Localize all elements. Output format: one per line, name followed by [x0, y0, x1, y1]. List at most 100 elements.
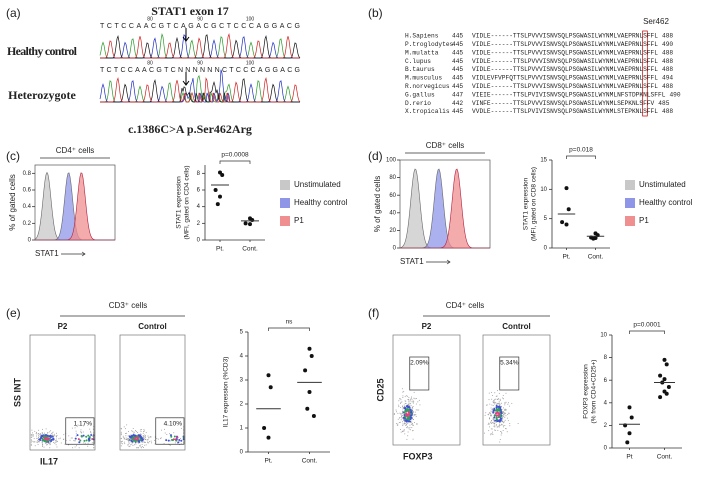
event-dot — [411, 427, 413, 429]
event-dot — [487, 423, 489, 425]
event-dot — [35, 435, 37, 437]
event-dot — [494, 392, 496, 394]
event-dot — [50, 441, 52, 443]
event-dot — [43, 435, 46, 438]
x-tick-label: Cont. — [242, 246, 258, 253]
event-dot — [141, 429, 143, 431]
end: 494 — [662, 75, 673, 82]
event-dot — [407, 403, 409, 405]
event-dot — [38, 438, 41, 441]
event-dot — [120, 441, 122, 443]
data-point — [564, 186, 569, 191]
event-dot — [404, 415, 407, 418]
event-dot — [409, 400, 411, 402]
event-dot — [499, 421, 501, 423]
event-dot — [55, 439, 57, 441]
sequence: VINFE------TTSLPVVVISNVSQLPSGWASILWYNMLS… — [472, 100, 655, 107]
event-dot — [494, 422, 496, 424]
event-dot — [144, 441, 146, 443]
event-dot — [148, 437, 150, 439]
start: 445 — [452, 49, 463, 56]
event-dot — [504, 404, 506, 406]
event-dot — [492, 408, 494, 410]
event-dot — [139, 429, 141, 431]
event-dot — [415, 403, 417, 405]
event-dot — [400, 419, 402, 421]
event-dot — [507, 403, 509, 405]
sequence: VVDLE------TTSLPVIVISNVSQLPSGWASILWYNMLS… — [472, 108, 658, 115]
event-dot — [499, 417, 502, 420]
event-dot — [120, 438, 122, 440]
event-dot — [413, 400, 415, 402]
event-dot — [125, 435, 127, 437]
event-dot — [402, 423, 404, 425]
event-dot — [85, 439, 88, 442]
event-dot — [405, 419, 408, 422]
y-tick-label: 0.8 — [23, 171, 32, 177]
event-dot — [502, 416, 504, 418]
event-dot — [415, 415, 417, 417]
event-dot — [174, 442, 176, 444]
event-dot — [400, 413, 402, 415]
gate-label: 5.34% — [500, 360, 519, 367]
event-dot — [397, 423, 399, 425]
event-dot — [139, 435, 142, 438]
data-point — [666, 384, 671, 389]
event-dot — [498, 405, 501, 408]
sequence: VIDLE------TTSLPVVVISNVSQLPSGWASILWYNMLV… — [472, 41, 658, 48]
event-dot — [49, 431, 51, 433]
event-dot — [169, 434, 172, 437]
event-dot — [143, 430, 145, 432]
event-dot — [122, 443, 124, 445]
event-dot — [490, 414, 492, 416]
event-dot — [178, 438, 181, 441]
event-dot — [45, 428, 47, 430]
event-dot — [91, 442, 93, 444]
event-dot — [404, 396, 406, 398]
event-dot — [135, 443, 137, 445]
event-dot — [412, 411, 414, 413]
event-dot — [409, 416, 412, 419]
event-dot — [397, 424, 399, 426]
event-dot — [502, 412, 504, 414]
position-label: 80 — [147, 16, 153, 22]
event-dot — [489, 413, 491, 415]
event-dot — [400, 401, 402, 403]
event-dot — [124, 433, 126, 435]
event-dot — [498, 402, 500, 404]
event-dot — [156, 437, 158, 439]
event-dot — [408, 398, 410, 400]
event-dot — [140, 444, 142, 446]
event-dot — [68, 444, 70, 446]
group-title: CD3⁺ cells — [109, 301, 147, 310]
event-dot — [401, 401, 403, 403]
event-dot — [127, 435, 129, 437]
event-dot — [498, 426, 500, 428]
event-dot — [76, 426, 78, 428]
event-dot — [54, 441, 56, 443]
y-tick-label: 0 — [197, 238, 201, 244]
event-dot — [127, 439, 129, 441]
event-dot — [74, 440, 76, 442]
event-dot — [144, 434, 146, 436]
event-dot — [47, 432, 49, 434]
gate-label: 2.09% — [410, 360, 429, 367]
event-dot — [120, 445, 122, 447]
event-dot — [407, 431, 409, 433]
event-dot — [412, 412, 414, 414]
x-tick-label: Pt — [626, 454, 632, 461]
event-dot — [492, 422, 494, 424]
event-dot — [34, 441, 36, 443]
mutation-label: c.1386C>A p.Ser462Arg — [128, 122, 252, 136]
event-dot — [508, 402, 510, 404]
event-dot — [406, 409, 409, 412]
event-dot — [496, 403, 498, 405]
event-dot — [489, 421, 491, 423]
event-dot — [144, 439, 146, 441]
event-dot — [174, 438, 177, 441]
event-dot — [501, 402, 503, 404]
event-dot — [401, 417, 403, 419]
event-dot — [129, 440, 131, 442]
event-dot — [80, 435, 83, 438]
event-dot — [52, 437, 55, 440]
